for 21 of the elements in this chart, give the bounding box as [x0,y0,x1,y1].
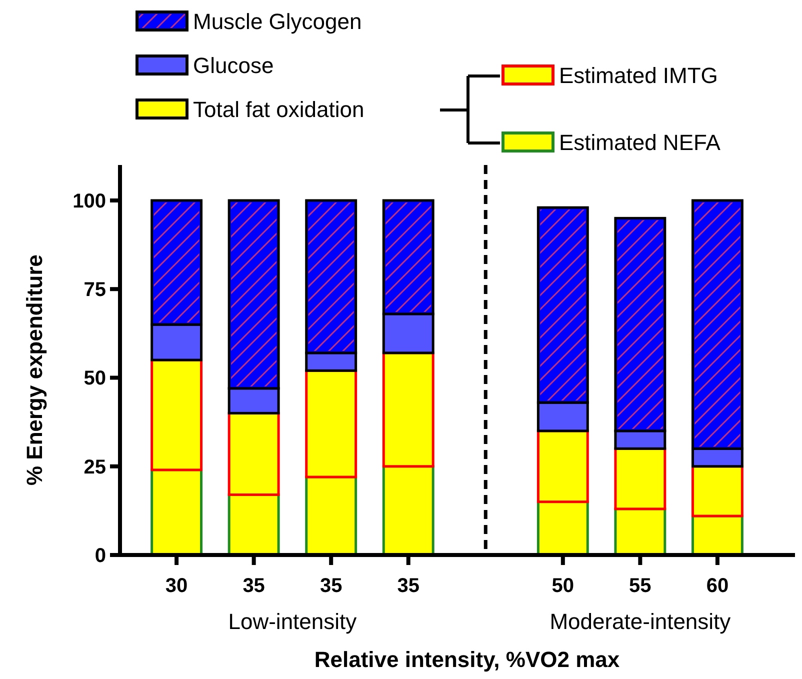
x-tick-label: 35 [320,575,342,597]
legend-label: Glucose [193,53,274,78]
y-tick-label: 50 [84,368,106,390]
x-tick-label: 50 [552,575,574,597]
x-tick-label: 30 [165,575,188,597]
text: Low-intensity [228,609,357,634]
x-tick-label: 60 [706,575,729,597]
legend-label: Estimated IMTG [559,63,718,88]
x-tick-label: 35 [242,575,265,597]
y-axis-title: % Energy expenditure [22,254,47,486]
y-tick-label: 75 [84,279,106,302]
y-tick-label: 0 [94,545,106,567]
y-tick-label: 100 [72,190,106,212]
legend-label: Estimated NEFA [559,130,721,155]
legend-label: Muscle Glycogen [193,9,362,34]
x-tick-label: 35 [397,575,420,597]
legend-title: Total fat oxidation [193,97,364,122]
text: Moderate-intensity [550,609,731,634]
x-tick-label: 55 [629,575,652,597]
x-axis-title: Relative intensity, %VO2 max [314,647,620,672]
y-tick-label: 25 [84,456,106,478]
